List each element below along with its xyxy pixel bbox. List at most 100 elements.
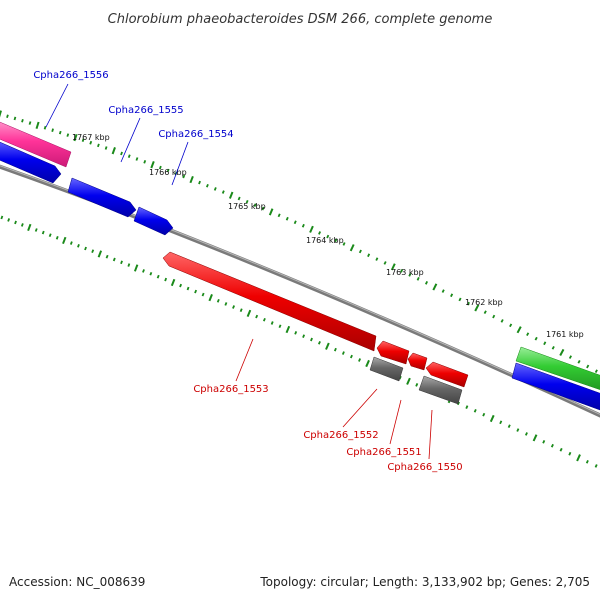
inner-tick xyxy=(232,305,236,309)
scale-label-1761: 1761 kbp xyxy=(546,330,584,339)
inner-tick xyxy=(62,236,67,245)
inner-tick xyxy=(482,412,486,417)
outer-tick xyxy=(261,206,265,211)
outer-tick xyxy=(474,304,480,312)
outer-tick xyxy=(6,114,9,118)
gene-green[interactable] xyxy=(515,346,600,390)
gene-label-1554[interactable]: Cpha266_1554 xyxy=(158,129,233,140)
gene-gray-a[interactable] xyxy=(369,356,404,382)
inner-tick xyxy=(149,271,153,276)
outer-tick xyxy=(358,249,362,254)
inner-tick xyxy=(576,454,581,462)
outer-tick xyxy=(375,257,379,261)
scale-ticks-outer xyxy=(0,110,598,374)
outer-tick xyxy=(35,121,40,129)
outer-tick xyxy=(318,231,322,235)
inner-tick xyxy=(27,223,32,232)
outer-tick xyxy=(432,283,438,291)
inner-tick xyxy=(156,274,160,279)
outer-tick xyxy=(383,261,387,265)
gene-red-1550[interactable] xyxy=(425,361,469,388)
inner-tick xyxy=(559,447,563,452)
gene-red-1553[interactable] xyxy=(162,251,377,352)
gene-pink-1556[interactable] xyxy=(0,120,72,168)
outer-tick xyxy=(568,355,572,359)
inner-tick xyxy=(97,250,103,258)
gene-label-1553[interactable]: Cpha266_1553 xyxy=(193,384,268,395)
inner-tick xyxy=(349,354,353,359)
gene-red-1552[interactable] xyxy=(376,340,410,365)
outer-tick xyxy=(245,199,249,204)
outer-tick xyxy=(0,110,2,118)
inner-tick xyxy=(285,325,291,334)
inner-tick xyxy=(294,331,298,335)
outer-tick xyxy=(150,161,155,169)
inner-tick xyxy=(179,283,183,288)
gene-blue-outer[interactable] xyxy=(0,140,62,184)
outer-tick xyxy=(120,151,123,156)
inner-tick xyxy=(516,428,520,432)
gene-gray-b[interactable] xyxy=(418,375,463,405)
outer-tick xyxy=(221,190,225,194)
inner-tick xyxy=(7,218,11,222)
gene-blue-1554[interactable] xyxy=(133,206,174,236)
inner-tick xyxy=(465,405,469,409)
inner-tick xyxy=(456,401,460,406)
inner-tick xyxy=(91,249,95,254)
inner-tick xyxy=(542,440,546,444)
inner-tick xyxy=(568,451,572,456)
outer-tick xyxy=(309,225,314,233)
inner-tick xyxy=(325,342,330,350)
inner-tick xyxy=(112,257,116,262)
outer-tick xyxy=(509,323,513,328)
outer-tick xyxy=(441,289,445,293)
scale-label-1767: 1767 kbp xyxy=(72,133,110,142)
gene-label-1551[interactable]: Cpha266_1551 xyxy=(346,447,421,458)
inner-tick xyxy=(0,215,4,220)
inner-tick xyxy=(14,220,17,225)
outer-tick xyxy=(367,253,371,258)
gene-label-1555[interactable]: Cpha266_1555 xyxy=(108,105,183,116)
inner-tick xyxy=(105,254,109,259)
scale-label-1764: 1764 kbp xyxy=(306,236,344,245)
outer-tick xyxy=(228,191,234,199)
outer-tick xyxy=(424,281,429,285)
inner-tick xyxy=(34,228,38,232)
inner-tick xyxy=(365,359,370,368)
outer-tick xyxy=(534,336,538,341)
gene-blue-right[interactable] xyxy=(511,362,600,411)
gene-label-1550[interactable]: Cpha266_1550 xyxy=(387,462,462,473)
inner-tick xyxy=(186,286,190,291)
outer-tick xyxy=(111,147,116,155)
inner-tick xyxy=(55,235,59,240)
outer-tick xyxy=(551,345,555,350)
outer-tick xyxy=(559,348,565,356)
inner-tick xyxy=(20,223,24,227)
gene-label-1552[interactable]: Cpha266_1552 xyxy=(303,430,378,441)
outer-tick xyxy=(213,187,217,191)
inner-tick xyxy=(239,308,243,313)
inner-tick xyxy=(524,432,528,436)
outer-tick xyxy=(500,319,504,323)
map-title: Chlorobium phaeobacteroides DSM 266, com… xyxy=(108,12,493,27)
outer-tick xyxy=(285,216,289,221)
inner-tick xyxy=(358,358,362,362)
inner-tick xyxy=(473,409,477,413)
outer-tick xyxy=(189,175,194,184)
gene-red-1551[interactable] xyxy=(407,352,428,371)
inner-tick xyxy=(594,464,598,468)
genome-summary-text: Topology: circular; Length: 3,133,902 bp… xyxy=(259,575,590,589)
inner-tick xyxy=(194,289,198,294)
leader-line-1554 xyxy=(171,141,189,186)
inner-tick xyxy=(224,302,228,306)
outer-tick xyxy=(293,220,297,225)
gene-label-1556[interactable]: Cpha266_1556 xyxy=(33,70,108,81)
outer-tick xyxy=(73,133,78,142)
leader-line-1555 xyxy=(120,117,141,163)
gene-blue-1555[interactable] xyxy=(67,177,137,218)
inner-tick xyxy=(120,260,123,265)
outer-tick xyxy=(253,203,257,207)
accession-text: Accession: NC_008639 xyxy=(9,575,145,589)
outer-tick xyxy=(492,314,496,319)
